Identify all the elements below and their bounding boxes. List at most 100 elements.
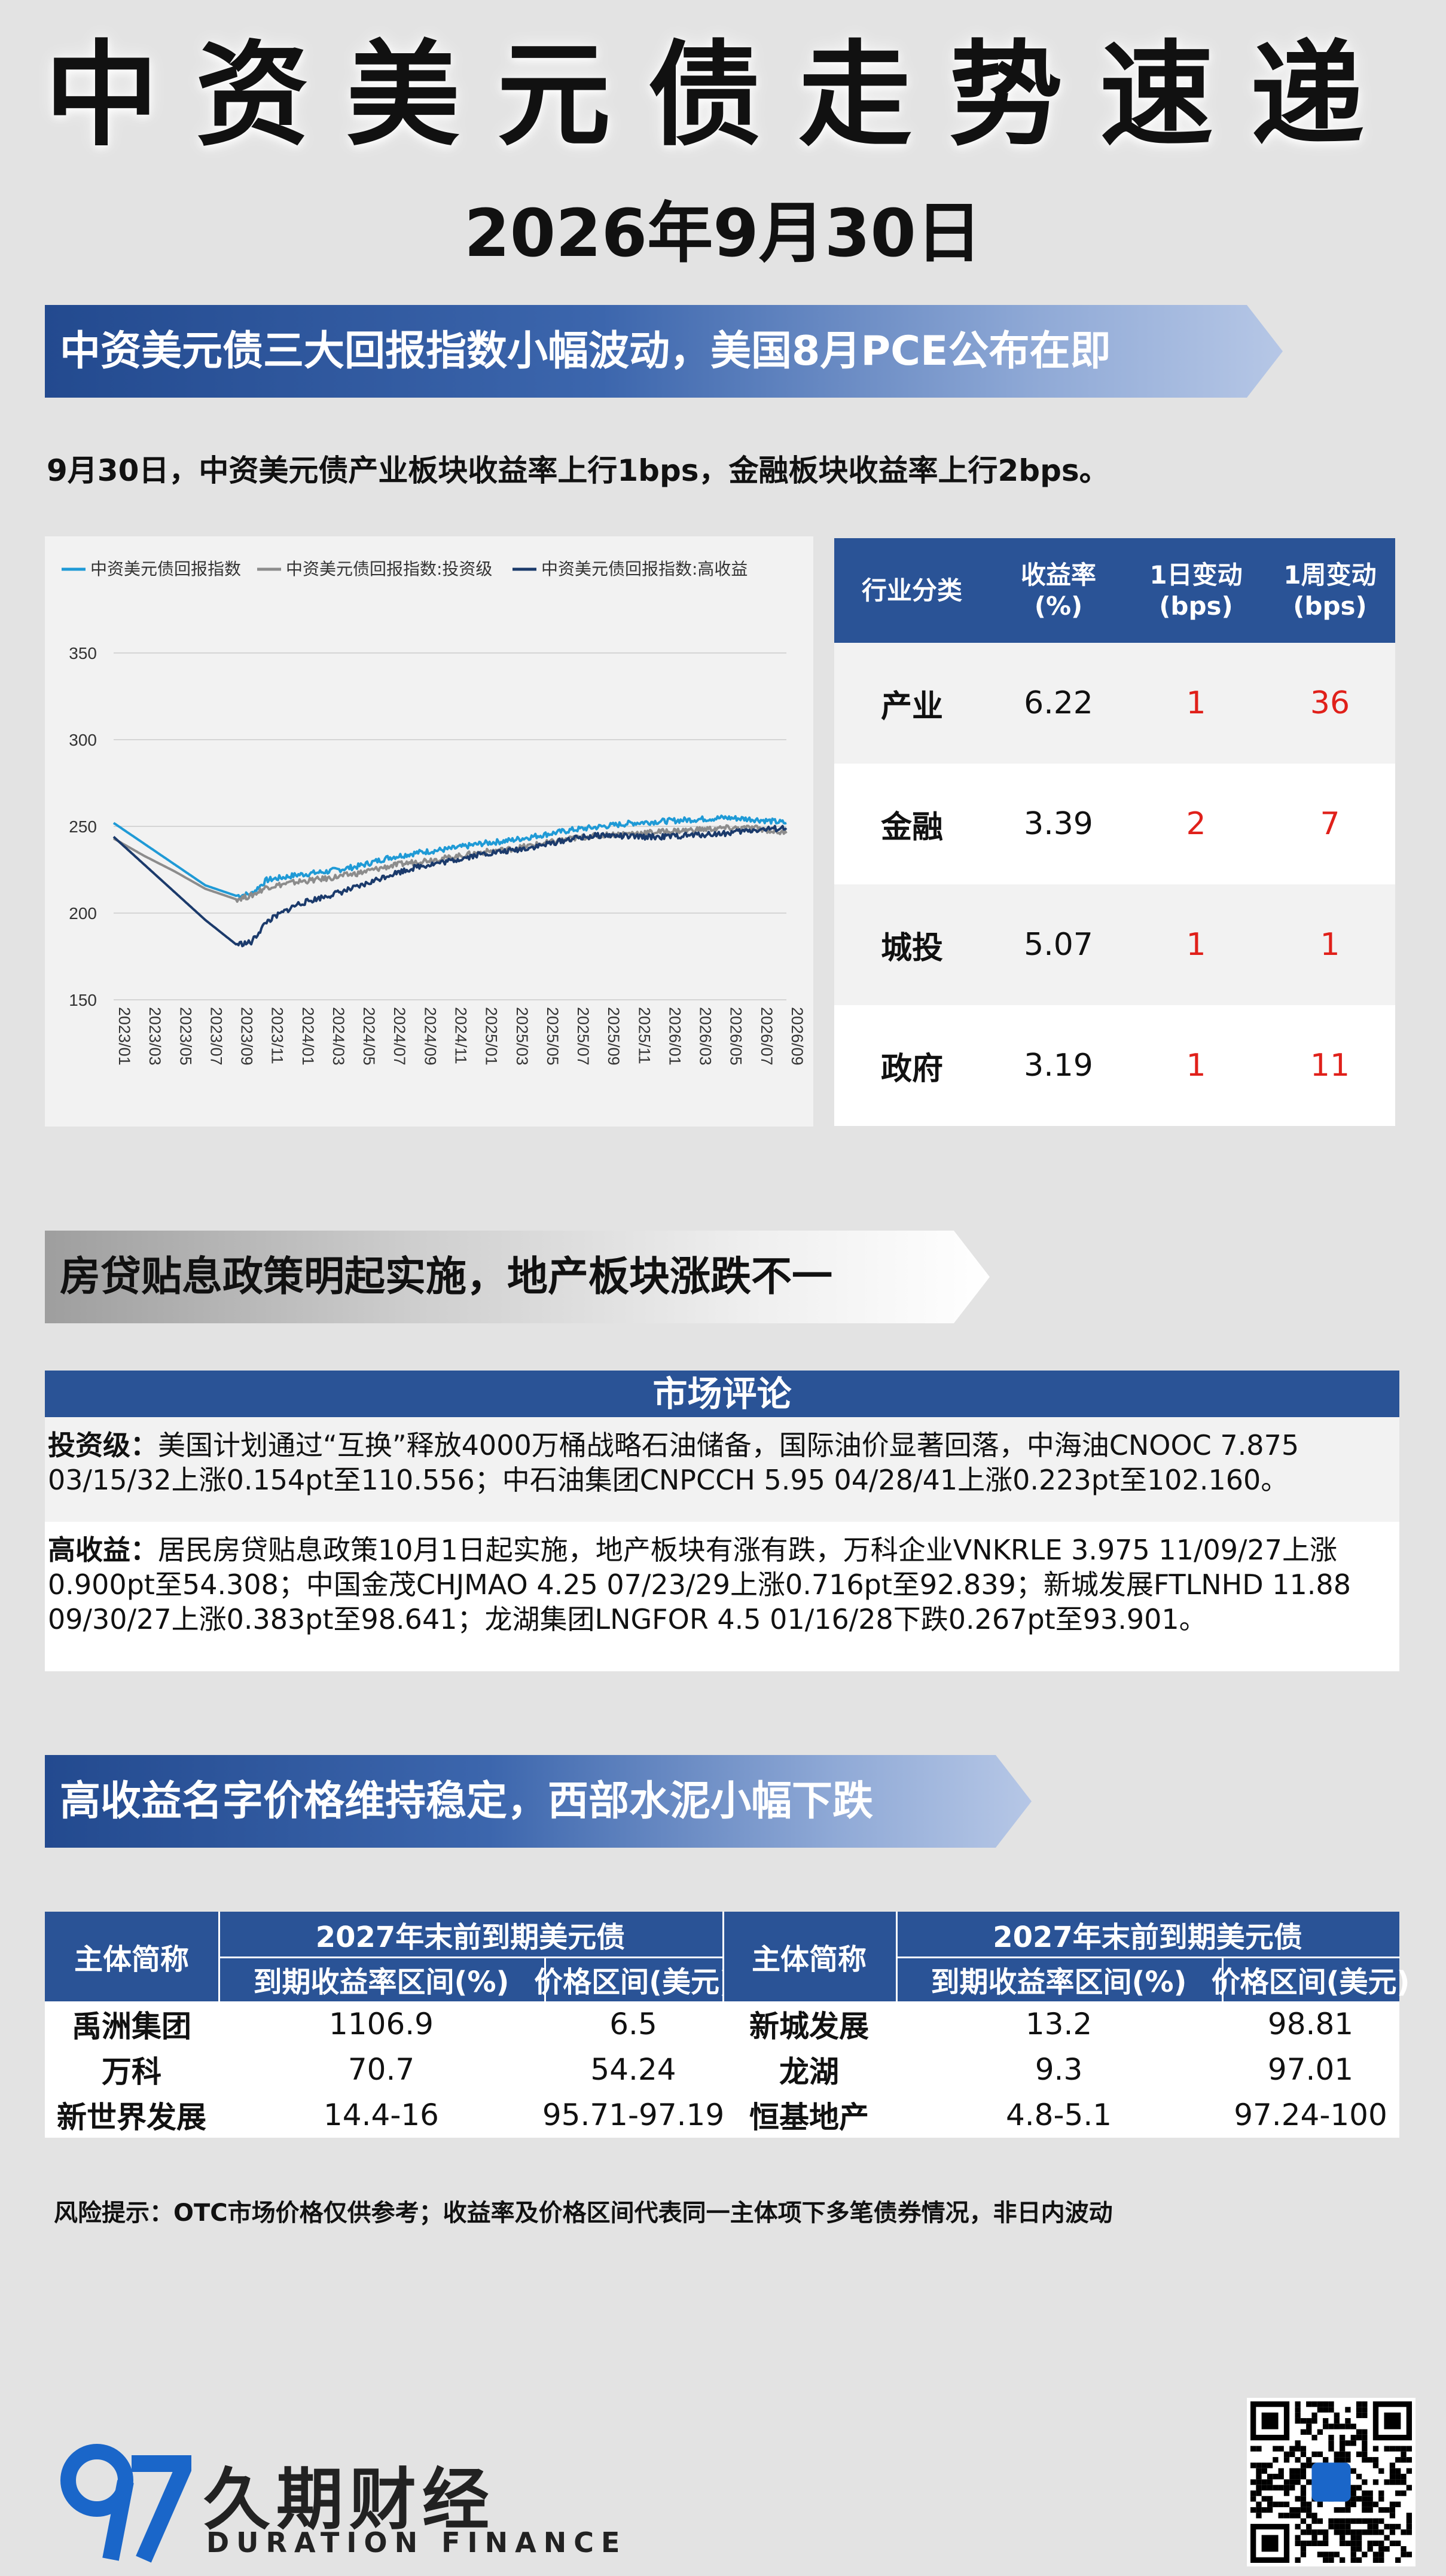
yield-row-1w: 1 bbox=[1320, 927, 1340, 963]
chart-legend-label: 中资美元债回报指数:投资级 bbox=[286, 559, 492, 579]
chart-y-tick-label: 350 bbox=[69, 644, 97, 663]
qr-code-icon bbox=[1247, 2398, 1416, 2566]
return-index-chart: 150 200 250 300 350 2023/01 2023/03 2023/05 2023… bbox=[45, 536, 813, 1127]
chart-x-tick-label: 2024/07 bbox=[391, 1007, 408, 1066]
bond-entity: 禹洲集团 bbox=[72, 2009, 191, 2044]
chart-x-tick-label: 2026/07 bbox=[758, 1007, 776, 1066]
chart-series-line bbox=[112, 825, 788, 948]
yield-row-1w: 36 bbox=[1310, 685, 1350, 721]
yield-row-yield: 6.22 bbox=[1024, 685, 1093, 721]
chart-x-tick-label: 2023/01 bbox=[115, 1007, 133, 1066]
chart-x-tick-label: 2025/01 bbox=[483, 1007, 501, 1066]
bond-row: 禹洲集团 1106.9 6.5 bbox=[45, 2001, 722, 2047]
page-date: 2026年9月30日 bbox=[464, 195, 982, 271]
bond-header-price-range: 价格区间(美元) bbox=[1211, 1965, 1410, 1999]
chart-y-tick-label: 200 bbox=[69, 904, 97, 923]
chart-legend-label: 中资美元债回报指数:高收益 bbox=[541, 559, 748, 579]
chart-legend-label: 中资美元债回报指数 bbox=[90, 559, 241, 579]
bond-price: 97.01 bbox=[1267, 2052, 1354, 2087]
bond-header-yield-range: 到期收益率区间(%) bbox=[931, 1965, 1187, 1999]
bond-table-right-header: 主体简称 2027年末前到期美元债 到期收益率区间(%) 价格区间(美元) bbox=[722, 1912, 1410, 2001]
chart-y-tick-label: 250 bbox=[69, 817, 97, 836]
yield-header-yield: 收益率 (%) bbox=[1020, 560, 1096, 621]
bond-header-entity: 主体简称 bbox=[74, 1943, 189, 1976]
yield-header-category: 行业分类 bbox=[861, 575, 962, 605]
yield-row-yield: 3.39 bbox=[1024, 806, 1093, 842]
chart-x-tick-label: 2023/05 bbox=[176, 1007, 194, 1066]
chart-x-tick-label: 2025/09 bbox=[605, 1007, 623, 1066]
bond-entity: 龙湖 bbox=[779, 2055, 839, 2089]
bond-row: 龙湖 9.3 97.01 bbox=[722, 2047, 1399, 2092]
section1-banner-text: 中资美元债三大回报指数小幅波动，美国8月PCE公布在即 bbox=[60, 328, 1111, 375]
yield-row-category: 产业 bbox=[880, 688, 943, 725]
section3-banner-text: 高收益名字价格维持稳定，西部水泥小幅下跌 bbox=[60, 1778, 874, 1825]
chart-x-tick-label: 2023/11 bbox=[269, 1007, 286, 1064]
yield-row-1w: 7 bbox=[1320, 806, 1340, 842]
bond-yield: 1106.9 bbox=[329, 2007, 434, 2041]
bond-price: 98.81 bbox=[1267, 2007, 1354, 2041]
commentary-title: 市场评论 bbox=[45, 1371, 1399, 1417]
commentary-hy: 高收益：居民房贷贴息政策10月1日起实施，地产板块有涨有跌，万科企业VNKRLE… bbox=[45, 1522, 1399, 1671]
section1-banner: 中资美元债三大回报指数小幅波动，美国8月PCE公布在即 bbox=[45, 305, 1283, 398]
yield-row-1d: 1 bbox=[1186, 685, 1206, 721]
page-title: 中资美元债走势速递 bbox=[44, 29, 1401, 161]
chart-x-tick-label: 2023/09 bbox=[238, 1007, 256, 1066]
bond-table-left-header: 主体简称 2027年末前到期美元债 到期收益率区间(%) 价格区间(美元) bbox=[45, 1912, 733, 2001]
bond-row: 恒基地产 4.8-5.1 97.24-100 bbox=[722, 2092, 1399, 2138]
yield-row-1d: 1 bbox=[1186, 927, 1206, 963]
bond-header-group: 2027年末前到期美元债 bbox=[993, 1920, 1302, 1954]
bond-row: 新世界发展 14.4-16 95.71-97.19 bbox=[45, 2092, 724, 2138]
commentary-hy-label: 高收益： bbox=[48, 1534, 158, 1566]
section3-banner: 高收益名字价格维持稳定，西部水泥小幅下跌 bbox=[45, 1755, 1032, 1848]
yield-row-industry: 产业 6.22 1 36 bbox=[834, 643, 1395, 764]
risk-note: 风险提示：OTC市场价格仅供参考；收益率及价格区间代表同一主体项下多笔债券情况，… bbox=[54, 2199, 1113, 2227]
yield-header-1d: 1日变动 (bps) bbox=[1149, 560, 1243, 621]
bond-header-entity: 主体简称 bbox=[751, 1943, 867, 1976]
section2-banner: 房贷贴息政策明起实施，地产板块涨跌不一 bbox=[45, 1231, 990, 1323]
brand-name-cn: 久期财经 bbox=[203, 2461, 495, 2539]
bond-yield: 70.7 bbox=[347, 2052, 415, 2087]
chart-x-tick-label: 2025/03 bbox=[513, 1007, 531, 1066]
yield-row-yield: 3.19 bbox=[1024, 1048, 1093, 1083]
bond-row: 新城发展 13.2 98.81 bbox=[722, 2001, 1399, 2047]
yield-row-1d: 1 bbox=[1186, 1048, 1206, 1083]
chart-x-tick-label: 2025/07 bbox=[574, 1007, 592, 1066]
brand-name-en: DURATION FINANCE bbox=[206, 2526, 627, 2559]
yield-row-1w: 11 bbox=[1310, 1048, 1350, 1083]
yield-row-lgfv: 城投 5.07 1 1 bbox=[834, 884, 1395, 1005]
bond-header-yield-range: 到期收益率区间(%) bbox=[253, 1965, 510, 1999]
yield-row-government: 政府 3.19 1 11 bbox=[834, 1005, 1395, 1126]
chart-x-tick-label: 2026/01 bbox=[666, 1007, 684, 1066]
chart-x-tick-label: 2024/01 bbox=[299, 1007, 317, 1066]
yield-row-1d: 2 bbox=[1186, 806, 1206, 842]
bond-header-price-range: 价格区间(美元) bbox=[534, 1965, 733, 1999]
bond-header-group: 2027年末前到期美元债 bbox=[315, 1920, 626, 1954]
chart-x-tick-label: 2024/09 bbox=[421, 1007, 439, 1066]
commentary-ig-text: 美国计划通过“互换”释放4000万桶战略石油储备，国际油价显著回落，中海油CNO… bbox=[48, 1429, 1299, 1496]
yield-row-financial: 金融 3.39 2 7 bbox=[834, 764, 1395, 884]
chart-x-tick-label: 2024/05 bbox=[360, 1007, 378, 1066]
bond-price: 54.24 bbox=[590, 2052, 676, 2087]
commentary-hy-text: 居民房贷贴息政策10月1日起实施，地产板块有涨有跌，万科企业VNKRLE 3.9… bbox=[48, 1534, 1351, 1635]
chart-y-tick-label: 300 bbox=[69, 731, 97, 749]
commentary-ig-label: 投资级： bbox=[48, 1429, 158, 1461]
bond-yield: 14.4-16 bbox=[324, 2098, 439, 2132]
section2-banner-text: 房贷贴息政策明起实施，地产板块涨跌不一 bbox=[60, 1253, 833, 1301]
chart-x-tick-label: 2024/03 bbox=[330, 1007, 347, 1066]
bond-entity: 恒基地产 bbox=[749, 2100, 869, 2135]
bond-yield: 4.8-5.1 bbox=[1005, 2098, 1112, 2132]
bond-entity: 新世界发展 bbox=[57, 2100, 206, 2135]
chart-x-tick-label: 2025/05 bbox=[544, 1007, 562, 1066]
bond-price: 6.5 bbox=[609, 2007, 657, 2041]
yield-table-header: 行业分类 收益率 (%) 1日变动 (bps) 1周变动 (bps) bbox=[834, 538, 1395, 643]
bond-price: 97.24-100 bbox=[1234, 2098, 1387, 2132]
chart-x-tick-label: 2023/03 bbox=[146, 1007, 164, 1066]
section1-summary: 9月30日，中资美元债产业板块收益率上行1bps，金融板块收益率上行2bps。 bbox=[47, 453, 1109, 488]
bond-entity: 万科 bbox=[102, 2055, 161, 2089]
yield-row-category: 金融 bbox=[880, 809, 943, 846]
chart-x-tick-label: 2024/11 bbox=[452, 1007, 470, 1064]
yield-table: 行业分类 收益率 (%) 1日变动 (bps) 1周变动 (bps) 产业 6.… bbox=[834, 538, 1395, 1127]
chart-x-tick-label: 2025/11 bbox=[635, 1007, 653, 1064]
chart-series-line bbox=[113, 824, 788, 903]
chart-x-tick-label: 2026/05 bbox=[727, 1007, 745, 1066]
